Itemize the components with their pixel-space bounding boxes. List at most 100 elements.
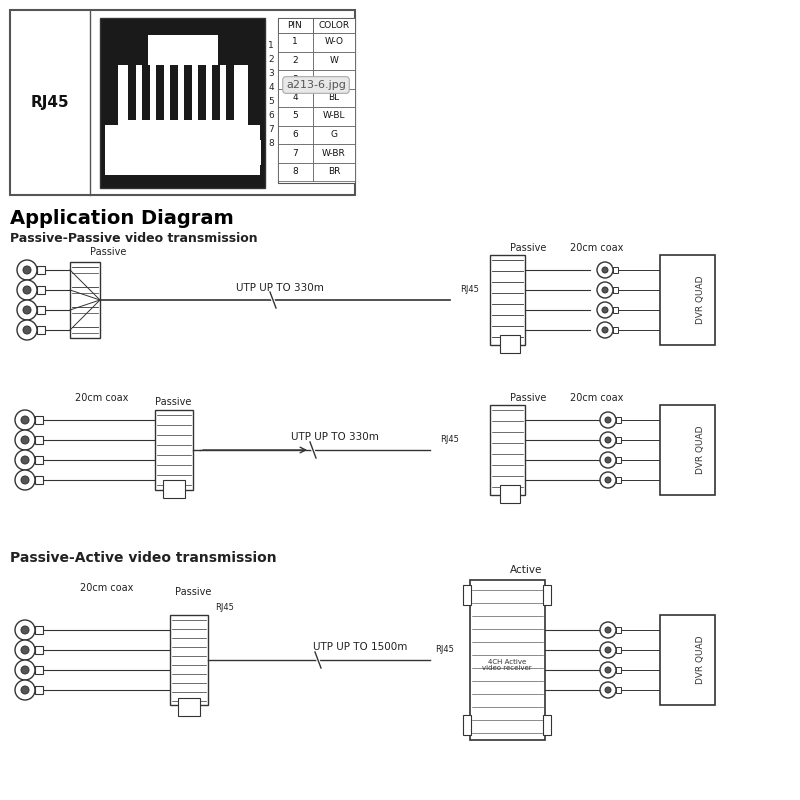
Circle shape [597,302,613,318]
Bar [278,18,355,183]
Bar [313,162,355,181]
Text: UTP UP TO 330m: UTP UP TO 330m [291,432,379,442]
Circle shape [605,687,611,693]
Circle shape [605,667,611,673]
Bar [278,162,313,181]
Text: 3: 3 [292,74,298,83]
Bar [313,18,355,33]
Bar [278,107,313,126]
Circle shape [15,640,35,660]
Text: Passive: Passive [90,247,126,257]
Text: W-O: W-O [325,38,343,46]
Text: W: W [330,56,338,65]
Circle shape [15,430,35,450]
Circle shape [600,412,616,428]
Bar [35,646,43,654]
Bar [35,476,43,484]
Bar [616,457,621,463]
Circle shape [600,432,616,448]
Bar [10,10,355,195]
Circle shape [600,662,616,678]
Bar [118,35,148,65]
Bar [278,70,313,89]
Bar [463,715,471,735]
Circle shape [605,477,611,483]
Text: 7: 7 [292,149,298,158]
Bar [170,65,178,120]
Text: UTP UP TO 330m: UTP UP TO 330m [236,283,324,293]
Bar [616,687,621,693]
Circle shape [605,627,611,633]
Circle shape [17,300,37,320]
Text: 8: 8 [292,167,298,176]
Text: COLOR: COLOR [318,22,350,30]
Bar [35,626,43,634]
Bar [178,698,200,716]
Text: 2: 2 [268,55,274,65]
Text: RJ45: RJ45 [440,435,459,445]
Bar [278,51,313,70]
Bar [35,686,43,694]
Circle shape [17,260,37,280]
Text: 7: 7 [268,126,274,134]
Bar [35,436,43,444]
Bar [613,287,618,293]
Bar [243,140,261,165]
Bar [616,667,621,673]
Text: 2: 2 [292,56,298,65]
Bar [105,140,123,165]
Text: 20cm coax: 20cm coax [80,583,134,593]
Circle shape [23,306,31,314]
Bar [226,65,234,120]
Circle shape [605,417,611,423]
Circle shape [23,286,31,294]
Text: a213-6.jpg: a213-6.jpg [286,80,346,90]
Text: 6: 6 [292,130,298,139]
Bar [660,615,715,705]
Bar [128,65,136,120]
Circle shape [17,320,37,340]
Bar [170,615,208,705]
Bar [105,125,260,175]
Bar [613,307,618,313]
Circle shape [21,436,29,444]
Circle shape [600,622,616,638]
Bar [313,33,355,51]
Text: BR: BR [328,167,340,176]
Bar [37,326,45,334]
Text: 20cm coax: 20cm coax [75,393,128,403]
Bar [543,585,551,605]
Bar [118,35,248,155]
Text: W-BL: W-BL [322,111,346,121]
Circle shape [21,456,29,464]
Bar [142,65,150,120]
Text: Passive-Active video transmission: Passive-Active video transmission [10,551,277,565]
Bar [155,410,193,490]
Text: W-BR: W-BR [322,149,346,158]
Bar [616,417,621,423]
Text: BL: BL [329,93,339,102]
Circle shape [23,326,31,334]
Bar [37,286,45,294]
Circle shape [15,410,35,430]
Bar [616,647,621,653]
Circle shape [21,666,29,674]
Bar [313,126,355,144]
Text: PIN: PIN [288,22,302,30]
Text: DVR QUAD: DVR QUAD [695,426,705,474]
Text: UTP UP TO 1500m: UTP UP TO 1500m [313,642,407,652]
Bar [660,405,715,495]
Text: 3: 3 [268,70,274,78]
Circle shape [602,327,608,333]
Circle shape [605,437,611,443]
Bar [35,666,43,674]
Bar [313,51,355,70]
Text: Active: Active [510,565,542,575]
Circle shape [23,266,31,274]
Bar [313,107,355,126]
Circle shape [21,686,29,694]
Text: DVR QUAD: DVR QUAD [695,276,705,324]
Circle shape [17,280,37,300]
Bar [37,306,45,314]
Bar [490,255,525,345]
